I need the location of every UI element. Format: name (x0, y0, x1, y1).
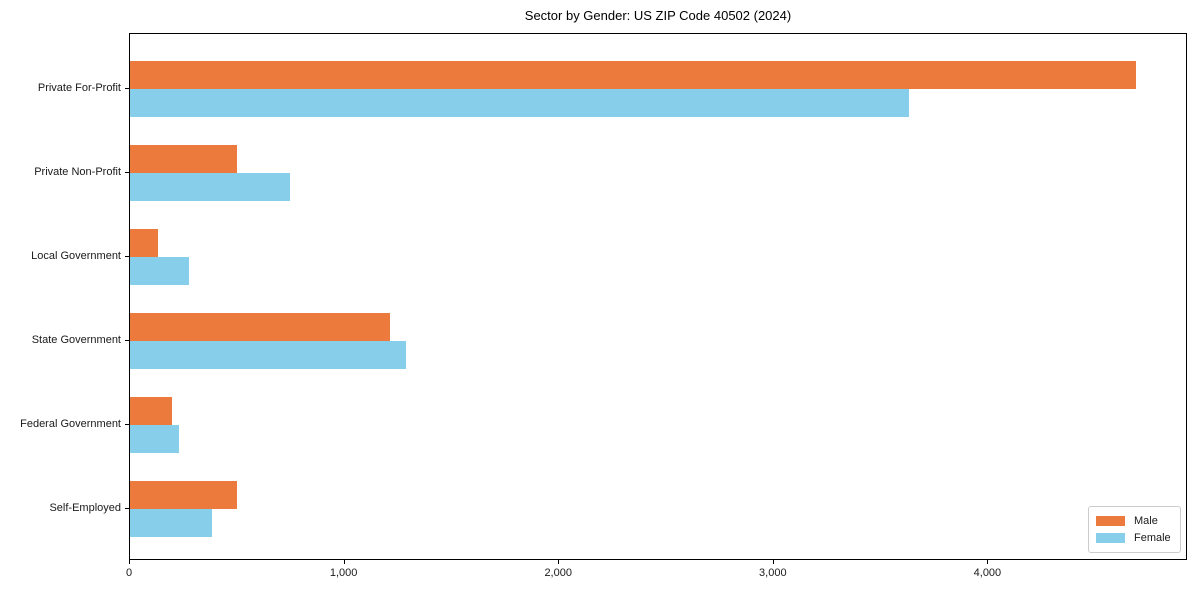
y-axis-label-1: Private For-Profit (37, 82, 121, 94)
y-tick-mark (125, 256, 129, 257)
y-axis-label-3: Local Government (31, 250, 121, 262)
x-tick-mark (343, 560, 345, 564)
x-tick-mark (772, 560, 774, 564)
legend-label-female: Female (1134, 532, 1171, 544)
x-tick-mark (987, 560, 989, 564)
y-axis-label-4: State Government (31, 334, 121, 346)
legend-swatch-female-icon (1096, 533, 1125, 543)
x-tick-mark (558, 560, 560, 564)
legend-label-male: Male (1134, 515, 1158, 527)
chart-title: Sector by Gender: US ZIP Code 40502 (202… (524, 8, 792, 23)
legend-item-female: Female (1096, 532, 1172, 544)
bar-male-4 (130, 313, 390, 341)
legend: Male Female (1088, 506, 1181, 553)
y-tick-mark (125, 172, 129, 173)
bar-female-3 (130, 257, 189, 285)
y-tick-mark (125, 508, 129, 509)
bar-female-5 (130, 425, 179, 453)
x-axis-label-2: 1,000 (329, 567, 358, 579)
bar-male-2 (130, 145, 237, 173)
x-tick-mark (129, 560, 130, 564)
x-axis-label-3: 2,000 (544, 567, 572, 579)
y-tick-mark (125, 340, 129, 341)
legend-swatch-male-icon (1096, 516, 1125, 526)
legend-item-male: Male (1096, 515, 1172, 527)
x-axis-label-1: 0 (125, 567, 133, 579)
y-axis-label-5: Federal Government (20, 418, 121, 430)
x-axis-label-5: 4,000 (973, 567, 1002, 579)
y-axis-label-2: Private Non-Profit (34, 166, 121, 178)
y-tick-mark (125, 424, 129, 425)
bar-female-6 (130, 509, 212, 537)
y-axis-label-6: Self-Employed (49, 502, 121, 514)
bar-female-1 (130, 89, 909, 117)
bar-male-1 (130, 61, 1136, 89)
y-tick-mark (125, 88, 129, 89)
bar-male-5 (130, 397, 172, 425)
bar-female-4 (130, 341, 406, 369)
bar-female-2 (130, 173, 290, 201)
bar-male-6 (130, 481, 237, 509)
x-axis-label-4: 3,000 (759, 567, 787, 579)
plot-area (129, 33, 1187, 560)
bar-male-3 (130, 229, 158, 257)
